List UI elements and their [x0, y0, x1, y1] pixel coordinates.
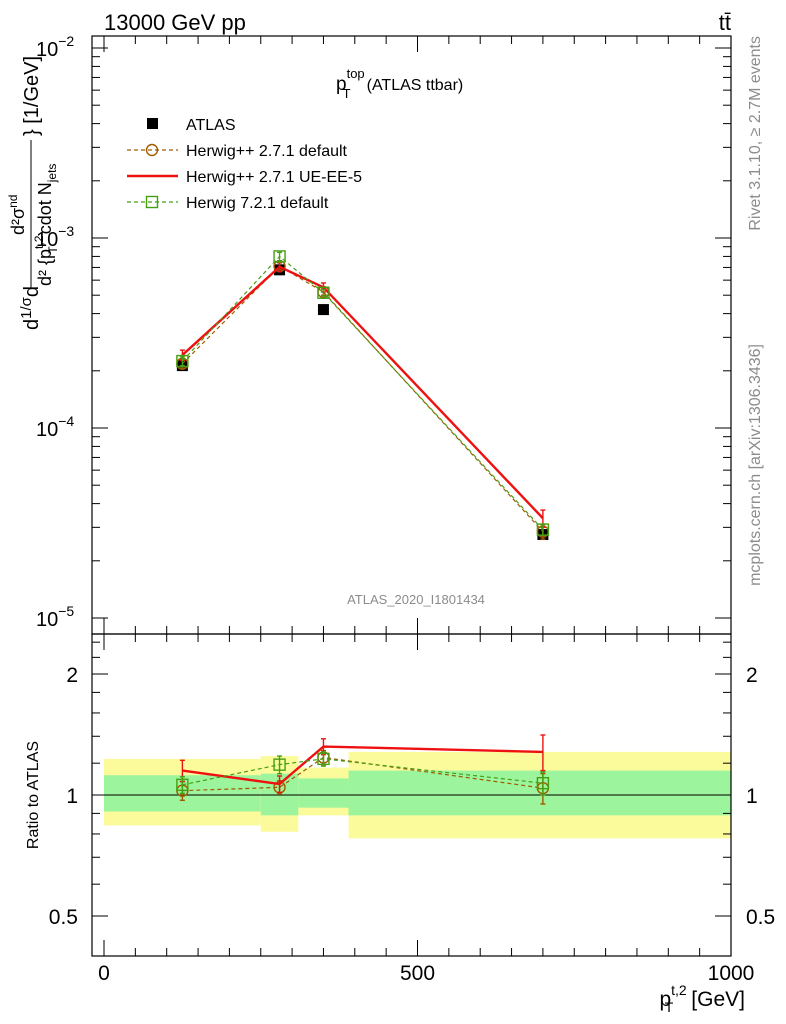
- legend-label-herwig-72-default: Herwig 7.2.1 default: [186, 195, 329, 212]
- main-ylabel-prefix: d1/σd: [18, 286, 43, 330]
- main-ytick-exponent: −4: [58, 413, 74, 429]
- main-panel: 10−210−310−410−5 ptop T (ATLAS ttbar) ATLA…: [6, 33, 732, 635]
- legend-label-herwig-pp-default: Herwig++ 2.7.1 default: [186, 143, 348, 160]
- xlabel-rest: [GeV]: [691, 988, 745, 1011]
- ratio-point-herwig_72_default: [317, 752, 330, 766]
- ratio-band-inner: [298, 778, 349, 808]
- ylabel-one-over-sigma: 1/σ: [18, 296, 35, 319]
- main-ytick-label: 10−3: [36, 223, 74, 251]
- title-rest: (ATLAS ttbar): [367, 77, 464, 94]
- main-ytick-mantissa: 10: [36, 229, 58, 251]
- main-markers: [176, 250, 550, 541]
- title-sup: top: [347, 66, 365, 81]
- main-ytick-mantissa: 10: [36, 39, 58, 61]
- main-ytick-label: 10−4: [36, 413, 74, 441]
- main-line-herwig_72_default: [181, 255, 544, 530]
- ratio-line-herwig_pp_ueee5: [182, 745, 543, 786]
- ylabel-den-sub2: jets: [45, 164, 59, 184]
- legend-label-data: ATLAS: [186, 117, 236, 134]
- ratio-xtick-label: 0: [98, 962, 110, 985]
- main-ticks: 10−210−310−410−5: [36, 33, 732, 634]
- ratio-ytick-label-right: 0.5: [746, 906, 775, 929]
- ratio-line-herwig_72_default: [182, 758, 543, 786]
- ratio-ticks: 0.5 0.5 1 1 2 2 0 500 1000: [49, 634, 775, 985]
- xlabel-sup: t,2: [671, 982, 687, 998]
- main-ytick-exponent: −5: [58, 603, 74, 619]
- main-ytick-mantissa: 10: [36, 419, 58, 441]
- main-ytick-exponent: −3: [58, 223, 74, 239]
- main-point-herwig_72_default: [176, 354, 189, 368]
- plot-title: ptop T (ATLAS ttbar): [336, 66, 463, 101]
- ratio-ytick-label-right: 2: [746, 664, 758, 687]
- ratio-point-herwig_72_default: [536, 776, 550, 790]
- ratio-bands: [104, 751, 731, 839]
- process-label: tt̄: [719, 10, 731, 35]
- mcplots-label: mcplots.cern.ch [arXiv:1306.3436]: [747, 344, 764, 586]
- main-point-herwig_72_default: [273, 250, 286, 263]
- main-ytick-label: 10−5: [36, 603, 74, 631]
- ylabel-den-sub: T: [46, 246, 60, 254]
- xlabel-sub: T: [665, 999, 674, 1015]
- rivet-label: Rivet 3.1.10, ≥ 2.7M events: [747, 36, 764, 231]
- legend-label-herwig-pp-ueee5: Herwig++ 2.7.1 UE-EE-5: [186, 169, 362, 186]
- xlabel: pt,2 T [GeV]: [659, 982, 745, 1015]
- legend-marker-data: [147, 118, 158, 129]
- ylabel-prefix: d: [21, 319, 43, 330]
- ratio-xtick-label: 500: [400, 962, 435, 985]
- analysis-tag: ATLAS_2020_I1801434: [347, 592, 485, 607]
- ylabel-num-sup: nd: [6, 195, 20, 208]
- main-ytick-exponent: −2: [58, 33, 74, 49]
- ratio-ytick-label-right: 1: [746, 785, 758, 808]
- main-point-data: [317, 304, 329, 316]
- ratio-point-herwig_72_default: [273, 758, 286, 771]
- legend: ATLAS Herwig++ 2.7.1 default Herwig++ 2.…: [127, 117, 362, 212]
- ylabel-units: } [1/GeV]: [21, 56, 43, 136]
- main-ylabel: d1/σd d²σnd d² {pt,2Tcdot Njets } [1/GeV…: [6, 56, 60, 330]
- ratio-point-herwig_72_default: [176, 778, 189, 792]
- ylabel-denominator: d² {pt,2Tcdot Njets: [32, 164, 60, 286]
- ylabel-prefix-2: d: [21, 286, 43, 297]
- ratio-line-herwig_pp_default: [182, 756, 543, 792]
- ratio-panel: 0.5 0.5 1 1 2 2 0 500 1000 Ratio to ATLAS pt,2 T […: [25, 633, 775, 1015]
- ratio-ytick-label-left: 1: [66, 785, 78, 808]
- energy-label: 13000 GeV pp: [104, 10, 246, 35]
- main-ytick-label: 10−2: [36, 33, 74, 61]
- ratio-ytick-label-left: 0.5: [49, 906, 78, 929]
- main-ytick-mantissa: 10: [36, 609, 58, 631]
- ylabel-den-rest: cdot N: [35, 182, 55, 234]
- main-point-herwig_72_default: [536, 523, 550, 536]
- legend-marker-herwig-72-default: [145, 195, 159, 209]
- ylabel-numerator: d²σnd: [6, 195, 28, 235]
- ylabel-num: d²σ: [8, 208, 28, 235]
- title-sub: T: [343, 86, 351, 101]
- main-point-herwig_72_default: [317, 286, 330, 299]
- ylabel-den: d² {p: [35, 249, 55, 286]
- main-line-herwig_pp_default: [181, 265, 544, 532]
- xlabel-p: p: [659, 988, 671, 1011]
- legend-marker-herwig-pp-default: [145, 143, 159, 157]
- title-p: p: [336, 74, 347, 95]
- ratio-ytick-label-left: 2: [66, 664, 78, 687]
- ratio-markers: [176, 734, 550, 805]
- ratio-xtick-label: 1000: [708, 962, 755, 985]
- ylabel-den-sup: t,2: [32, 235, 46, 249]
- ratio-ylabel: Ratio to ATLAS: [25, 741, 42, 849]
- main-line-herwig_pp_ueee5: [181, 265, 544, 520]
